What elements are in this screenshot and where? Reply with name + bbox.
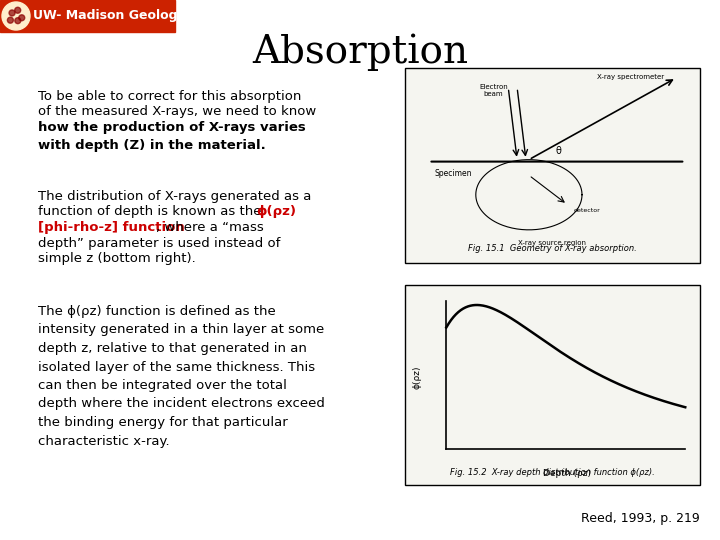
Bar [405, 285, 700, 485]
Text: The distribution of X-rays generated as a: The distribution of X-rays generated as … [38, 190, 311, 203]
Text: how the production of X-rays varies
with depth (Z) in the material.: how the production of X-rays varies with… [38, 121, 306, 152]
Text: , where a “mass: , where a “mass [156, 221, 264, 234]
Text: The ϕ(ρz) function is defined as the
intensity generated in a thin layer at some: The ϕ(ρz) function is defined as the int… [38, 305, 325, 448]
Text: Reed, 1993, p. 219: Reed, 1993, p. 219 [581, 512, 700, 525]
Text: Absorption: Absorption [252, 33, 468, 71]
Text: Fig. 15.1  Geometry of X-ray absorption.: Fig. 15.1 Geometry of X-ray absorption. [468, 244, 637, 253]
Circle shape [9, 10, 15, 16]
Text: θ: θ [555, 146, 562, 156]
Text: ϕ(ρz): ϕ(ρz) [413, 365, 421, 389]
Circle shape [14, 7, 21, 14]
Text: To be able to correct for this absorption: To be able to correct for this absorptio… [38, 90, 302, 103]
Bar [405, 68, 700, 263]
Text: depth” parameter is used instead of: depth” parameter is used instead of [38, 237, 280, 249]
Text: [phi-rho-z] function: [phi-rho-z] function [38, 221, 185, 234]
Text: detector: detector [573, 208, 600, 213]
Text: X-ray source region: X-ray source region [518, 240, 587, 246]
Text: of the measured X-rays, we need to know: of the measured X-rays, we need to know [38, 105, 316, 118]
Text: ϕ(ρz): ϕ(ρz) [256, 206, 296, 219]
Circle shape [19, 15, 24, 21]
Bar [0, 0, 175, 32]
Text: simple z (bottom right).: simple z (bottom right). [38, 252, 196, 265]
Text: Electron
beam: Electron beam [479, 84, 508, 97]
Text: UW- Madison Geology  777: UW- Madison Geology 777 [33, 10, 220, 23]
Text: Depth (ρz): Depth (ρz) [544, 469, 591, 478]
Text: Fig. 15.2  X-ray depth distribution function ϕ(ρz).: Fig. 15.2 X-ray depth distribution funct… [450, 468, 655, 477]
Circle shape [15, 18, 21, 24]
Circle shape [2, 2, 30, 30]
Text: function of depth is known as the: function of depth is known as the [38, 206, 266, 219]
Circle shape [7, 17, 14, 23]
Text: Specimen: Specimen [434, 170, 472, 178]
Text: X-ray spectrometer: X-ray spectrometer [598, 74, 665, 80]
